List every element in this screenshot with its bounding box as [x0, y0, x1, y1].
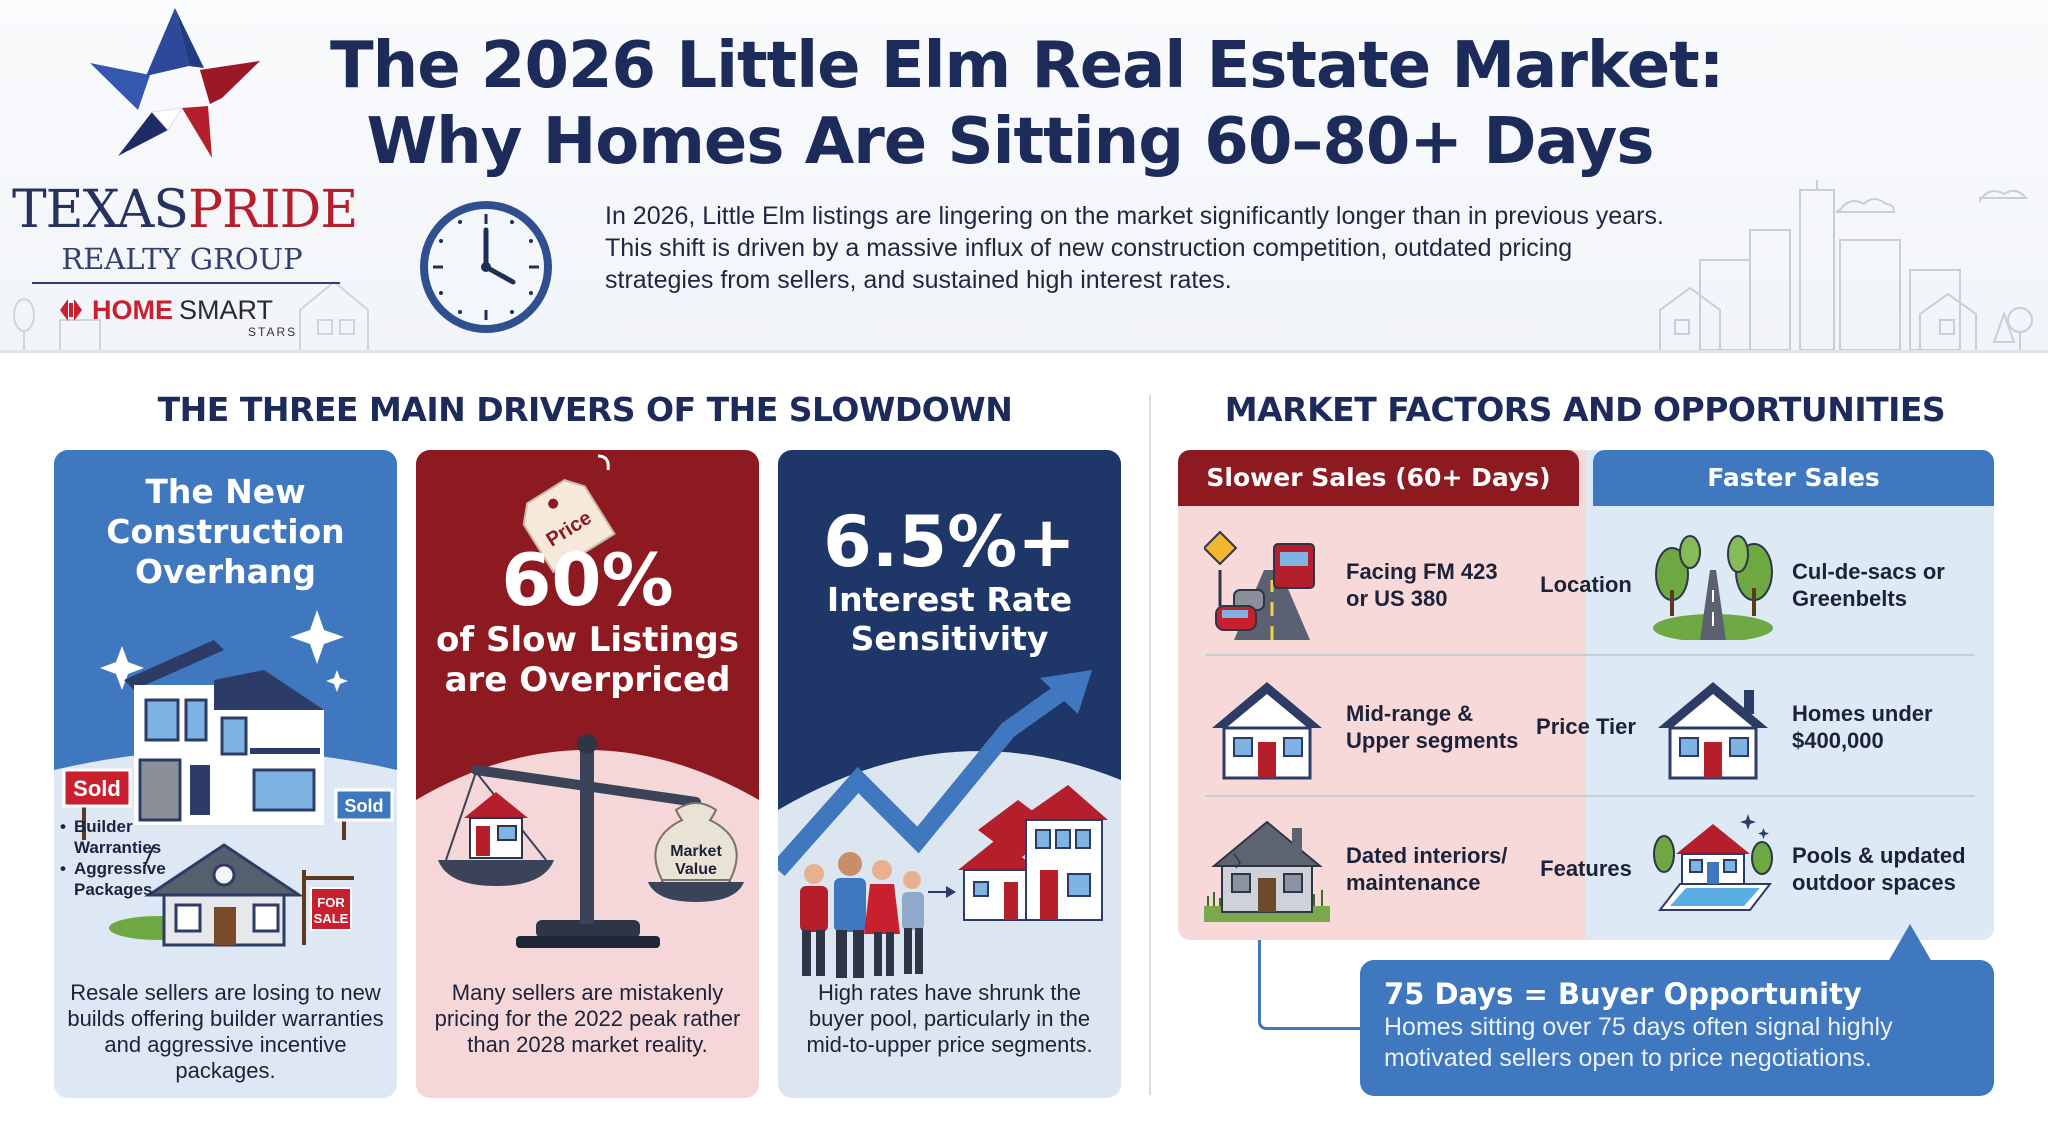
- interest-rate-caption: Interest Rate Sensitivity: [778, 580, 1121, 658]
- card-description: Many sellers are mistakenly pricing for …: [434, 980, 741, 1057]
- factor-label-price-tier: Price Tier: [1536, 714, 1636, 739]
- slow-price-tier-line-1: Mid-range &: [1346, 701, 1474, 726]
- factor-label-features: Features: [1540, 856, 1632, 881]
- card-description: Resale sellers are losing to new builds …: [67, 980, 384, 1083]
- for-sale-sign-line-1: FOR: [317, 895, 345, 910]
- slow-location-text: Facing FM 423 or US 380: [1346, 558, 1498, 612]
- fast-price-tier-line-1: Homes under: [1792, 701, 1933, 726]
- callout-connector-line: [1258, 940, 1362, 1030]
- section-divider: [1149, 395, 1151, 1095]
- fast-features-line-2: outdoor spaces: [1792, 870, 1956, 895]
- intro-paragraph: In 2026, Little Elm listings are lingeri…: [605, 202, 1664, 294]
- balance-scale-illustration: Market Value: [438, 734, 744, 948]
- tree-lined-road-icon: [1653, 535, 1773, 640]
- card-title-line-2: Construction: [106, 512, 345, 551]
- logo-wordmark: TEXASPRIDE: [12, 180, 358, 240]
- driver-card-new-construction: The New Construction Overhang Sold Sold: [54, 450, 397, 1098]
- page-title-line-1: The 2026 Little Elm Real Estate Market:: [330, 29, 1724, 103]
- bullet-1-line-1: Builder: [74, 817, 133, 836]
- card-header-panel: [778, 450, 1121, 810]
- fast-location-text: Cul-de-sacs or Greenbelts: [1792, 558, 1945, 612]
- bullet-2-line-1: Aggressive: [74, 859, 166, 878]
- header-divider: [0, 350, 2048, 353]
- market-value-line-1: Market: [670, 843, 722, 860]
- bullet-2-line-2: Packages: [74, 880, 153, 899]
- sold-sign-right: Sold: [345, 796, 384, 816]
- logo-wordmark-pride: PRIDE: [187, 180, 358, 240]
- interest-rate-stat: 6.5%+: [823, 501, 1076, 583]
- mid-range-house-icon: [1212, 682, 1322, 780]
- dated-house-icon: [1204, 820, 1330, 922]
- fast-price-tier-text: Homes under $400,000: [1792, 700, 1933, 754]
- callout-pointer: [1888, 924, 1932, 962]
- fast-price-tier-line-2: $400,000: [1792, 728, 1884, 753]
- overpriced-stat-caption: of Slow Listings are Overpriced: [416, 620, 759, 700]
- starter-home-icon: [1658, 682, 1768, 780]
- slow-price-tier-line-2: Upper segments: [1346, 728, 1519, 753]
- slow-features-line-1: Dated interiors/: [1346, 843, 1508, 868]
- brokerage-stars-text: STARS: [248, 325, 298, 339]
- highway-traffic-icon: [1204, 530, 1315, 640]
- overpriced-caption-line-1: of Slow Listings: [436, 620, 739, 660]
- brokerage-smart-text: SMART: [179, 294, 274, 325]
- page-title: The 2026 Little Elm Real Estate Market: …: [330, 28, 1724, 180]
- price-tag-icon: Price: [522, 454, 616, 574]
- driver-card-overpriced: Price 60% of Slow Listings are Overprice…: [416, 450, 759, 1098]
- slow-location-line-1: Facing FM 423: [1346, 559, 1498, 584]
- header-banner: [0, 0, 2048, 350]
- new-construction-houses-illustration: Sold Sold FOR SALE: [62, 610, 394, 947]
- rising-rate-buyers-illustration: [778, 670, 1108, 978]
- slower-sales-header: Slower Sales (60+ Days): [1178, 450, 1579, 506]
- brokerage-logo: HOME SMART: [56, 292, 273, 328]
- faster-sales-header: Faster Sales: [1593, 450, 1994, 506]
- clock-icon: [420, 201, 552, 333]
- overpriced-caption-line-2: are Overpriced: [444, 660, 731, 700]
- logo-divider: [32, 282, 340, 284]
- city-skyline-illustration: [1659, 180, 2033, 350]
- card-title: The New Construction Overhang: [54, 472, 397, 592]
- overpriced-stat: 60%: [501, 538, 674, 622]
- callout-title: 75 Days = Buyer Opportunity: [1384, 977, 1862, 1011]
- interest-rate-caption-line-2: Sensitivity: [850, 619, 1049, 658]
- bullet-1-line-2: Warranties: [74, 838, 162, 857]
- card-description: High rates have shrunk the buyer pool, p…: [806, 980, 1093, 1057]
- slow-features-text: Dated interiors/ maintenance: [1346, 842, 1507, 896]
- logo-star-icon: [90, 8, 260, 158]
- sold-sign-left: Sold: [73, 776, 121, 801]
- for-sale-sign-line-2: SALE: [314, 911, 349, 926]
- factor-label-location: Location: [1540, 572, 1632, 597]
- fast-location-line-2: Greenbelts: [1792, 586, 1907, 611]
- drivers-heading: THE THREE MAIN DRIVERS OF THE SLOWDOWN: [157, 390, 1013, 429]
- incentive-bullet-list: • Builder Warranties • Aggressive Packages: [60, 816, 166, 900]
- driver-card-interest-rate: 6.5%+ Interest Rate Sensitivity: [778, 450, 1121, 1098]
- table-row-divider: [1205, 654, 1975, 656]
- pool-house-icon: [1653, 814, 1773, 911]
- fast-features-line-1: Pools & updated: [1792, 843, 1966, 868]
- slow-price-tier-text: Mid-range & Upper segments: [1346, 700, 1518, 754]
- brokerage-home-text: HOME: [92, 294, 173, 325]
- table-row-divider: [1205, 795, 1975, 797]
- bullet-item: • Aggressive Packages: [60, 859, 166, 899]
- slow-location-line-2: or US 380: [1346, 586, 1448, 611]
- bullet-item: • Builder Warranties: [60, 817, 162, 857]
- logo-wordmark-texas: TEXAS: [12, 180, 189, 240]
- market-factors-heading: MARKET FACTORS AND OPPORTUNITIES: [1224, 390, 1946, 429]
- interest-rate-caption-line-1: Interest Rate: [826, 580, 1073, 619]
- fast-location-line-1: Cul-de-sacs or: [1792, 559, 1945, 584]
- fast-features-text: Pools & updated outdoor spaces: [1792, 842, 1966, 896]
- buyer-opportunity-callout: 75 Days = Buyer Opportunity Homes sittin…: [1360, 960, 1994, 1096]
- logo-subtitle: REALTY GROUP: [61, 242, 303, 276]
- card-title-line-1: The New: [145, 472, 306, 511]
- homesmart-mark-icon: [60, 299, 82, 321]
- page-title-line-2: Why Homes Are Sitting 60–80+ Days: [366, 105, 1655, 179]
- slow-features-line-2: maintenance: [1346, 870, 1481, 895]
- card-title-line-3: Overhang: [134, 552, 317, 591]
- callout-text: Homes sitting over 75 days often signal …: [1384, 1013, 1893, 1072]
- market-value-line-2: Value: [675, 861, 717, 878]
